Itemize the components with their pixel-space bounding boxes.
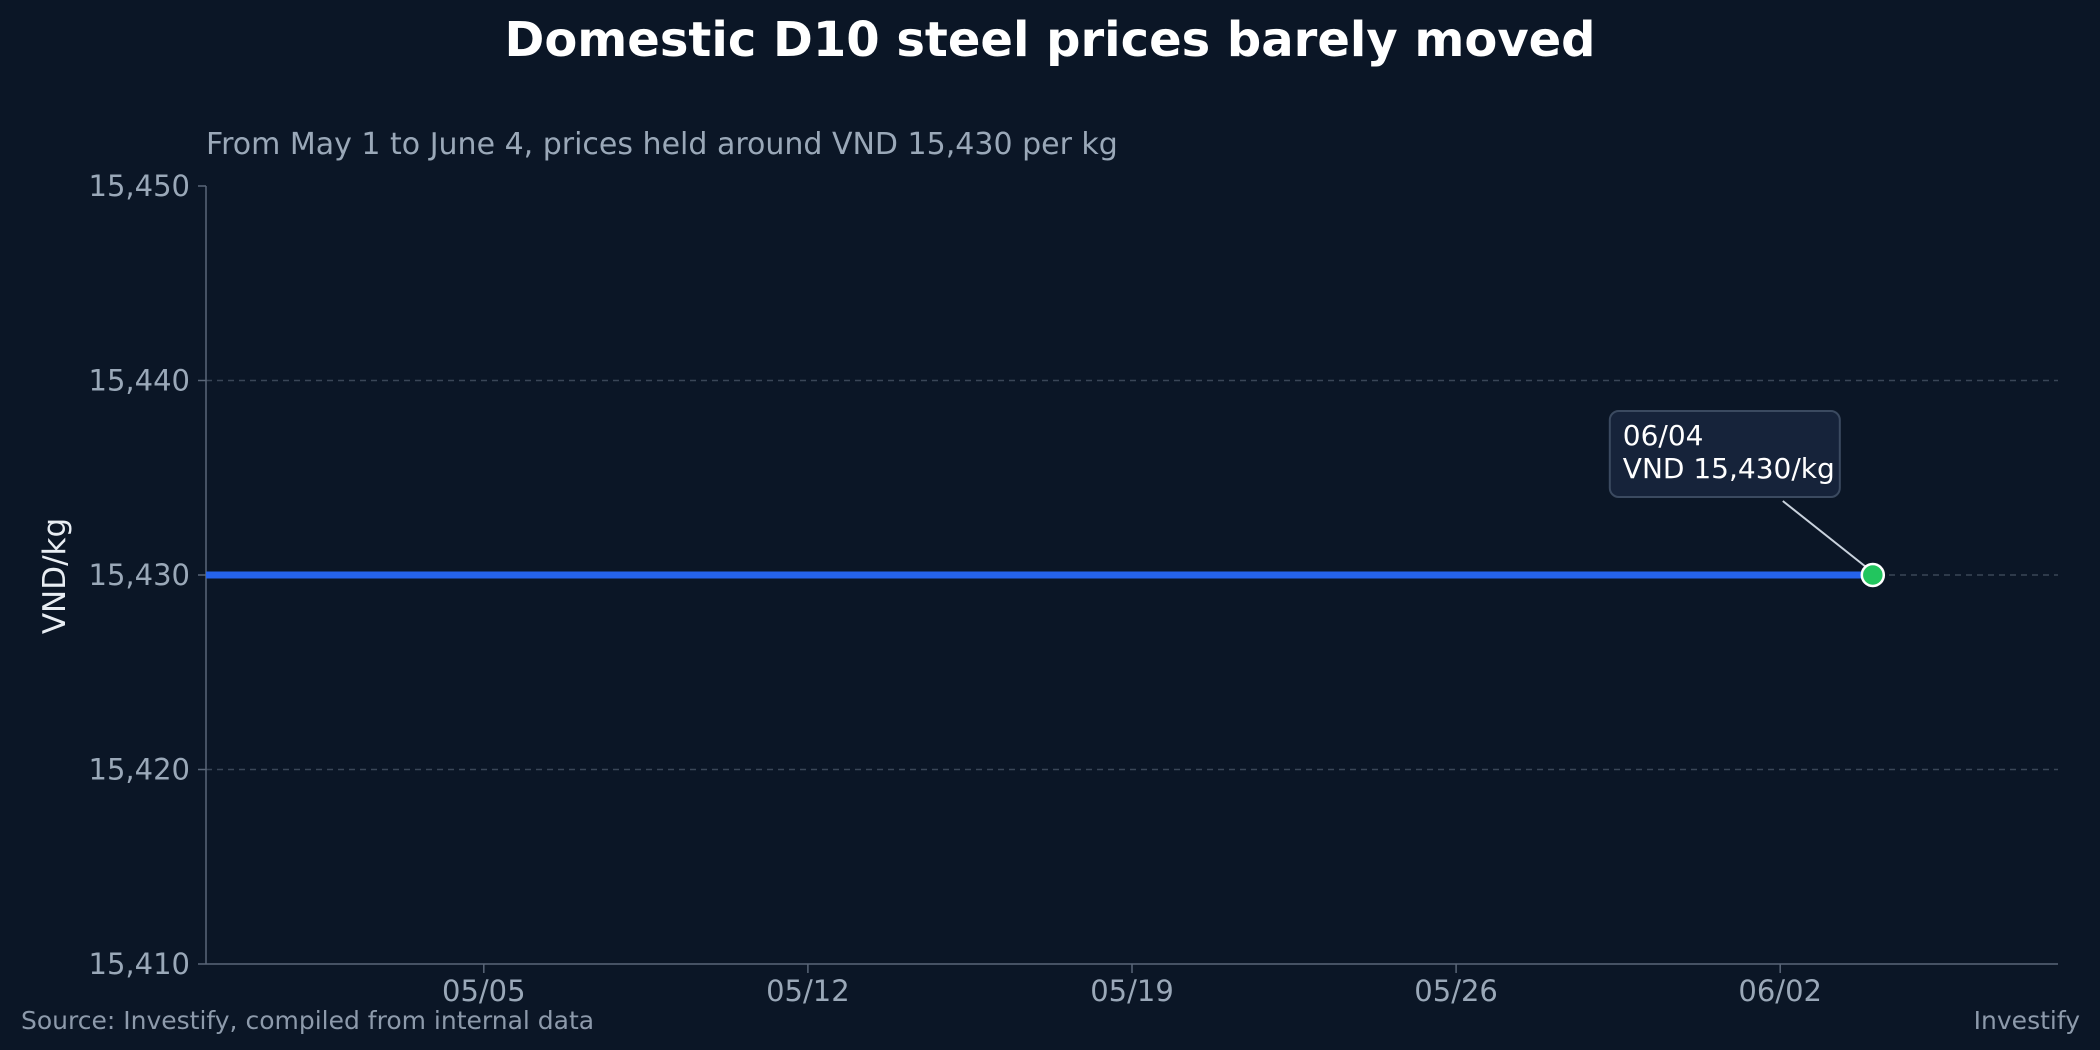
- y-tick-label: 15,430: [89, 558, 190, 592]
- y-tick-label: 15,440: [89, 364, 190, 398]
- x-tick-label: 06/02: [1738, 974, 1822, 1008]
- callout-box: [1608, 410, 1841, 498]
- callout-date: 06/04: [1623, 419, 1704, 452]
- x-tick-label: 05/26: [1414, 974, 1498, 1008]
- highlight-point: [1860, 562, 1886, 588]
- chart-subtitle: From May 1 to June 4, prices held around…: [206, 127, 1118, 162]
- callout-value: VND 15,430/kg: [1623, 452, 1835, 485]
- callout-leader-line: [1782, 500, 1871, 571]
- y-tick-label: 15,450: [89, 169, 190, 203]
- y-tick-label: 15,410: [89, 947, 190, 981]
- x-tick-label: 05/05: [442, 974, 526, 1008]
- y-ticks: 15,410 15,420 15,430 15,440 15,450: [89, 169, 206, 981]
- x-tick-label: 05/12: [766, 974, 850, 1008]
- brand-label: Investify: [1974, 1006, 2081, 1035]
- y-tick-label: 15,420: [89, 753, 190, 787]
- chart-title: Domestic D10 steel prices barely moved: [504, 12, 1595, 68]
- y-axis-title: VND/kg: [37, 518, 73, 634]
- x-ticks: 05/05 05/12 05/19 05/26 06/02: [442, 964, 1822, 1008]
- source-note: Source: Investify, compiled from interna…: [21, 1006, 594, 1035]
- x-tick-label: 05/19: [1090, 974, 1174, 1008]
